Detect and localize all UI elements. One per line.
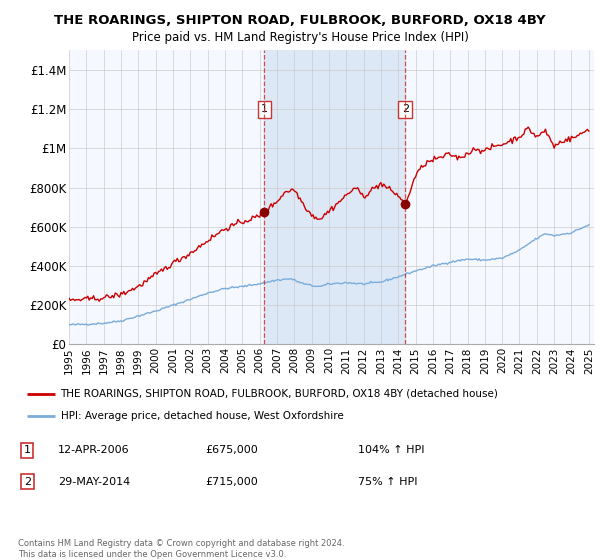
Text: Contains HM Land Registry data © Crown copyright and database right 2024.
This d: Contains HM Land Registry data © Crown c… — [18, 539, 344, 559]
Text: 29-MAY-2014: 29-MAY-2014 — [58, 477, 130, 487]
Text: 75% ↑ HPI: 75% ↑ HPI — [358, 477, 418, 487]
Bar — [265, 50, 406, 344]
Text: 1: 1 — [261, 104, 268, 114]
Text: THE ROARINGS, SHIPTON ROAD, FULBROOK, BURFORD, OX18 4BY (detached house): THE ROARINGS, SHIPTON ROAD, FULBROOK, BU… — [61, 389, 499, 399]
Text: 104% ↑ HPI: 104% ↑ HPI — [358, 445, 425, 455]
Text: 1: 1 — [23, 445, 31, 455]
Text: 2: 2 — [23, 477, 31, 487]
Text: HPI: Average price, detached house, West Oxfordshire: HPI: Average price, detached house, West… — [61, 410, 343, 421]
Text: THE ROARINGS, SHIPTON ROAD, FULBROOK, BURFORD, OX18 4BY: THE ROARINGS, SHIPTON ROAD, FULBROOK, BU… — [54, 14, 546, 27]
Text: £675,000: £675,000 — [205, 445, 258, 455]
Text: 12-APR-2006: 12-APR-2006 — [58, 445, 130, 455]
Text: Price paid vs. HM Land Registry's House Price Index (HPI): Price paid vs. HM Land Registry's House … — [131, 31, 469, 44]
Text: 2: 2 — [402, 104, 409, 114]
Text: £715,000: £715,000 — [205, 477, 258, 487]
